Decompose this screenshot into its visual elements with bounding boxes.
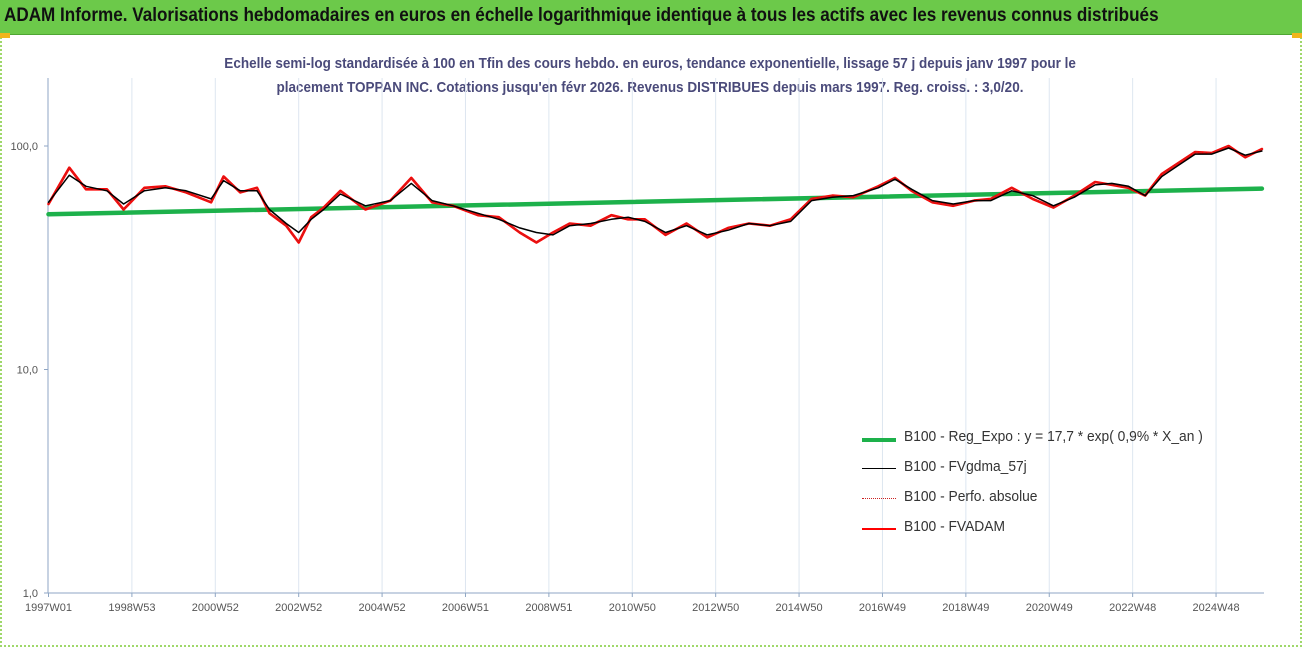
corner-marker-left [0,33,10,38]
y-tick-label: 100,0 [10,141,38,153]
x-tick-label: 2000W52 [192,602,239,614]
legend-item: B100 - FVgdma_57j [860,458,1280,488]
header-banner: ADAM Informe. Valorisations hebdomadaire… [0,0,1302,35]
series-line-0 [46,186,1265,217]
x-tick-label: 2024W48 [1193,602,1240,614]
legend-label: B100 - Perfo. absolue [904,488,1038,505]
x-tick-label: 1997W01 [25,602,72,614]
x-tick-label: 1998W53 [108,602,155,614]
legend-swatch [862,438,896,442]
x-tick-label: 2022W48 [1109,602,1156,614]
x-tick-label: 2004W52 [359,602,406,614]
x-tick-label: 2018W49 [942,602,989,614]
page-title: ADAM Informe. Valorisations hebdomadaire… [4,5,1159,26]
x-tick-label: 2016W49 [859,602,906,614]
chart-legend: B100 - Reg_Expo : y = 17,7 * exp( 0,9% *… [860,428,1280,548]
legend-label: B100 - FVgdma_57j [904,458,1027,475]
y-tick-label: 10,0 [17,365,38,377]
series-line-1 [47,147,1263,236]
legend-item: B100 - Reg_Expo : y = 17,7 * exp( 0,9% *… [860,428,1280,458]
x-tick-label: 2012W50 [692,602,739,614]
y-tick-label: 1,0 [23,588,38,600]
legend-swatch [862,498,896,499]
legend-swatch [862,528,896,530]
chart-title-line-1: Echelle semi-log standardisée à 100 en T… [224,55,1076,72]
x-tick-label: 2020W49 [1026,602,1073,614]
chart-title-line-2: placement TOPPAN INC. Cotations jusqu'en… [276,79,1024,96]
series-line-2 [47,145,1263,244]
legend-label: B100 - Reg_Expo : y = 17,7 * exp( 0,9% *… [904,428,1203,445]
legend-label: B100 - FVADAM [904,518,1005,535]
x-tick-label: 2008W51 [525,602,572,614]
corner-marker-right [1292,33,1302,38]
x-tick-label: 2002W52 [275,602,322,614]
legend-item: B100 - Perfo. absolue [860,488,1280,518]
x-tick-label: 2014W50 [776,602,823,614]
legend-item: B100 - FVADAM [860,518,1280,548]
x-tick-label: 2010W50 [609,602,656,614]
legend-swatch [862,468,896,469]
x-tick-label: 2006W51 [442,602,489,614]
